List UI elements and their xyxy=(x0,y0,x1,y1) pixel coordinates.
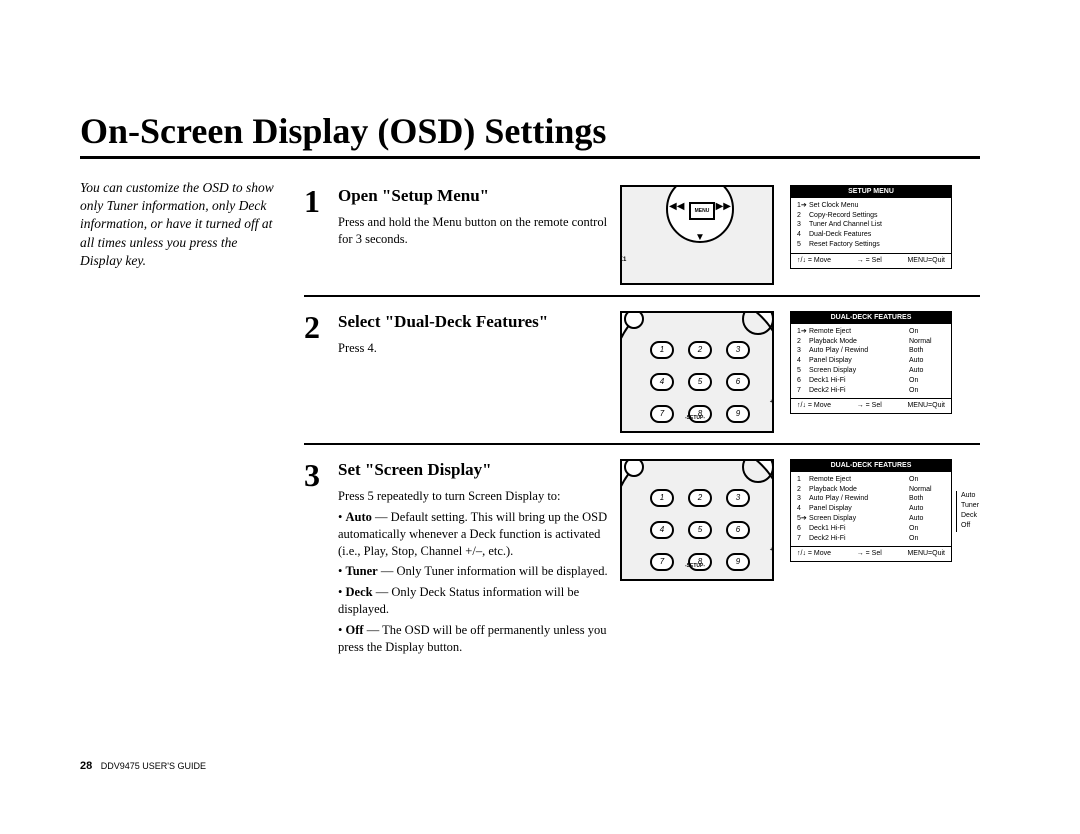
numpad-button-icon: 1 xyxy=(650,489,674,507)
guide-name: DDV9475 USER'S GUIDE xyxy=(101,761,206,771)
step: 2Select "Dual-Deck Features"Press 4. POW… xyxy=(304,305,980,445)
osd-menu-header: DUAL-DECK FEATURES xyxy=(791,312,951,324)
step-body-text: Press and hold the Menu button on the re… xyxy=(338,214,608,248)
numpad-button-icon: 2 xyxy=(688,341,712,359)
list-item: Auto — Default setting. This will bring … xyxy=(338,509,608,560)
numpad-button-icon: 3 xyxy=(726,341,750,359)
osd-menu-row: 5Reset Factory Settings xyxy=(797,240,945,250)
remote-figure: POWER 123456789 +TV +CAM -SETUP- xyxy=(620,459,774,581)
osd-menu-footer: ↑/↓ = Move→ = SelMENU=Quit xyxy=(791,253,951,268)
osd-menu-row: 6Deck1 Hi-FiOn xyxy=(797,524,945,534)
osd-menu-row: 2Playback ModeNormal xyxy=(797,485,945,495)
step-heading: Select "Dual-Deck Features" xyxy=(338,311,608,334)
osd-menu-row: 7Deck2 Hi-FiOn xyxy=(797,534,945,544)
screen-display-options: AutoTunerDeckOff xyxy=(956,491,979,532)
numpad-button-icon: 6 xyxy=(726,521,750,539)
option-item: Off xyxy=(961,521,979,531)
list-item: Tuner — Only Tuner information will be d… xyxy=(338,563,608,580)
deck-labels: DECK1DECK2 xyxy=(620,257,774,263)
step: 3 Set "Screen Display" Press 5 repeatedly … xyxy=(304,453,980,670)
osd-menu-row: 3Auto Play / RewindBoth xyxy=(797,494,945,504)
cam-label: +CAM xyxy=(770,399,774,405)
page-title: On-Screen Display (OSD) Settings xyxy=(80,110,980,159)
tv-label: +TV xyxy=(773,361,774,367)
step-number: 1 xyxy=(304,185,330,285)
osd-menu-row: 4Dual-Deck Features xyxy=(797,230,945,240)
page-number: 28 xyxy=(80,760,92,772)
step-heading: Set "Screen Display" xyxy=(338,459,608,482)
osd-menu-row: 5➔Screen DisplayAuto xyxy=(797,514,945,524)
power-button-icon xyxy=(624,459,644,477)
osd-menu: DUAL-DECK FEATURES 1➔Remote EjectOn2Playb… xyxy=(790,311,952,414)
osd-menu-header: DUAL-DECK FEATURES xyxy=(791,460,951,472)
setup-label: -SETUP- xyxy=(685,415,705,421)
osd-menu: DUAL-DECK FEATURES 1Remote EjectOn2Playba… xyxy=(790,459,952,562)
numpad-button-icon: 7 xyxy=(650,553,674,571)
osd-menu-row: 2Playback ModeNormal xyxy=(797,337,945,347)
numpad-button-icon: 7 xyxy=(650,405,674,423)
step: 1 Open "Setup Menu" Press and hold the Men… xyxy=(304,179,980,297)
osd-menu-footer: ↑/↓ = Move→ = SelMENU=Quit xyxy=(791,398,951,413)
osd-menu-row: 3Auto Play / RewindBoth xyxy=(797,346,945,356)
numpad-button-icon: 3 xyxy=(726,489,750,507)
osd-menu-row: 1➔Set Clock Menu xyxy=(797,201,945,211)
dpad-icon: MENU ▲ ▼ ◀◀ ▶▶ xyxy=(666,185,734,243)
remote-figure: MENU ▲ ▼ ◀◀ ▶▶ DECK1DECK2 xyxy=(620,185,774,285)
power-button-icon xyxy=(624,311,644,329)
intro-sidebar: You can customize the OSD to show only T… xyxy=(80,179,280,678)
osd-menu-row: 2Copy-Record Settings xyxy=(797,211,945,221)
dial-icon xyxy=(742,459,774,483)
dial-icon xyxy=(742,311,774,335)
step-body-text: Press 4. xyxy=(338,340,608,357)
numpad-button-icon: 9 xyxy=(726,405,750,423)
step-bullet-list: Auto — Default setting. This will bring … xyxy=(338,509,608,656)
osd-menu-row: 4Panel DisplayAuto xyxy=(797,504,945,514)
option-item: Deck xyxy=(961,511,979,521)
numpad-button-icon: 6 xyxy=(726,373,750,391)
cam-label: +CAM xyxy=(770,547,774,553)
setup-label: -SETUP- xyxy=(685,563,705,569)
osd-menu-row: 6Deck1 Hi-FiOn xyxy=(797,376,945,386)
step-number: 3 xyxy=(304,459,330,660)
numpad-button-icon: 4 xyxy=(650,521,674,539)
osd-menu-footer: ↑/↓ = Move→ = SelMENU=Quit xyxy=(791,546,951,561)
numpad-button-icon: 4 xyxy=(650,373,674,391)
list-item: Deck — Only Deck Status information will… xyxy=(338,584,608,618)
numpad-button-icon: 5 xyxy=(688,373,712,391)
osd-menu-row: 3Tuner And Channel List xyxy=(797,220,945,230)
numpad-button-icon: 1 xyxy=(650,341,674,359)
tv-label: +TV xyxy=(773,509,774,515)
osd-menu-header: SETUP MENU xyxy=(791,186,951,198)
option-item: Tuner xyxy=(961,501,979,511)
osd-menu-row: 1Remote EjectOn xyxy=(797,475,945,485)
remote-figure: POWER 123456789 +TV +CAM -SETUP- xyxy=(620,311,774,433)
osd-menu-row: 1➔Remote EjectOn xyxy=(797,327,945,337)
numpad-button-icon: 2 xyxy=(688,489,712,507)
numpad-button-icon: 5 xyxy=(688,521,712,539)
list-item: Off — The OSD will be off permanently un… xyxy=(338,622,608,656)
menu-button-icon: MENU xyxy=(689,202,715,220)
osd-menu-row: 4Panel DisplayAuto xyxy=(797,356,945,366)
page-footer: 28 DDV9475 USER'S GUIDE xyxy=(80,760,206,772)
osd-menu: SETUP MENU 1➔Set Clock Menu2Copy-Record S… xyxy=(790,185,952,269)
osd-menu-row: 5Screen DisplayAuto xyxy=(797,366,945,376)
numpad-button-icon: 9 xyxy=(726,553,750,571)
step-number: 2 xyxy=(304,311,330,433)
osd-menu-row: 7Deck2 Hi-FiOn xyxy=(797,386,945,396)
option-item: Auto xyxy=(961,491,979,501)
step-heading: Open "Setup Menu" xyxy=(338,185,608,208)
step-body-text: Press 5 repeatedly to turn Screen Displa… xyxy=(338,488,608,505)
